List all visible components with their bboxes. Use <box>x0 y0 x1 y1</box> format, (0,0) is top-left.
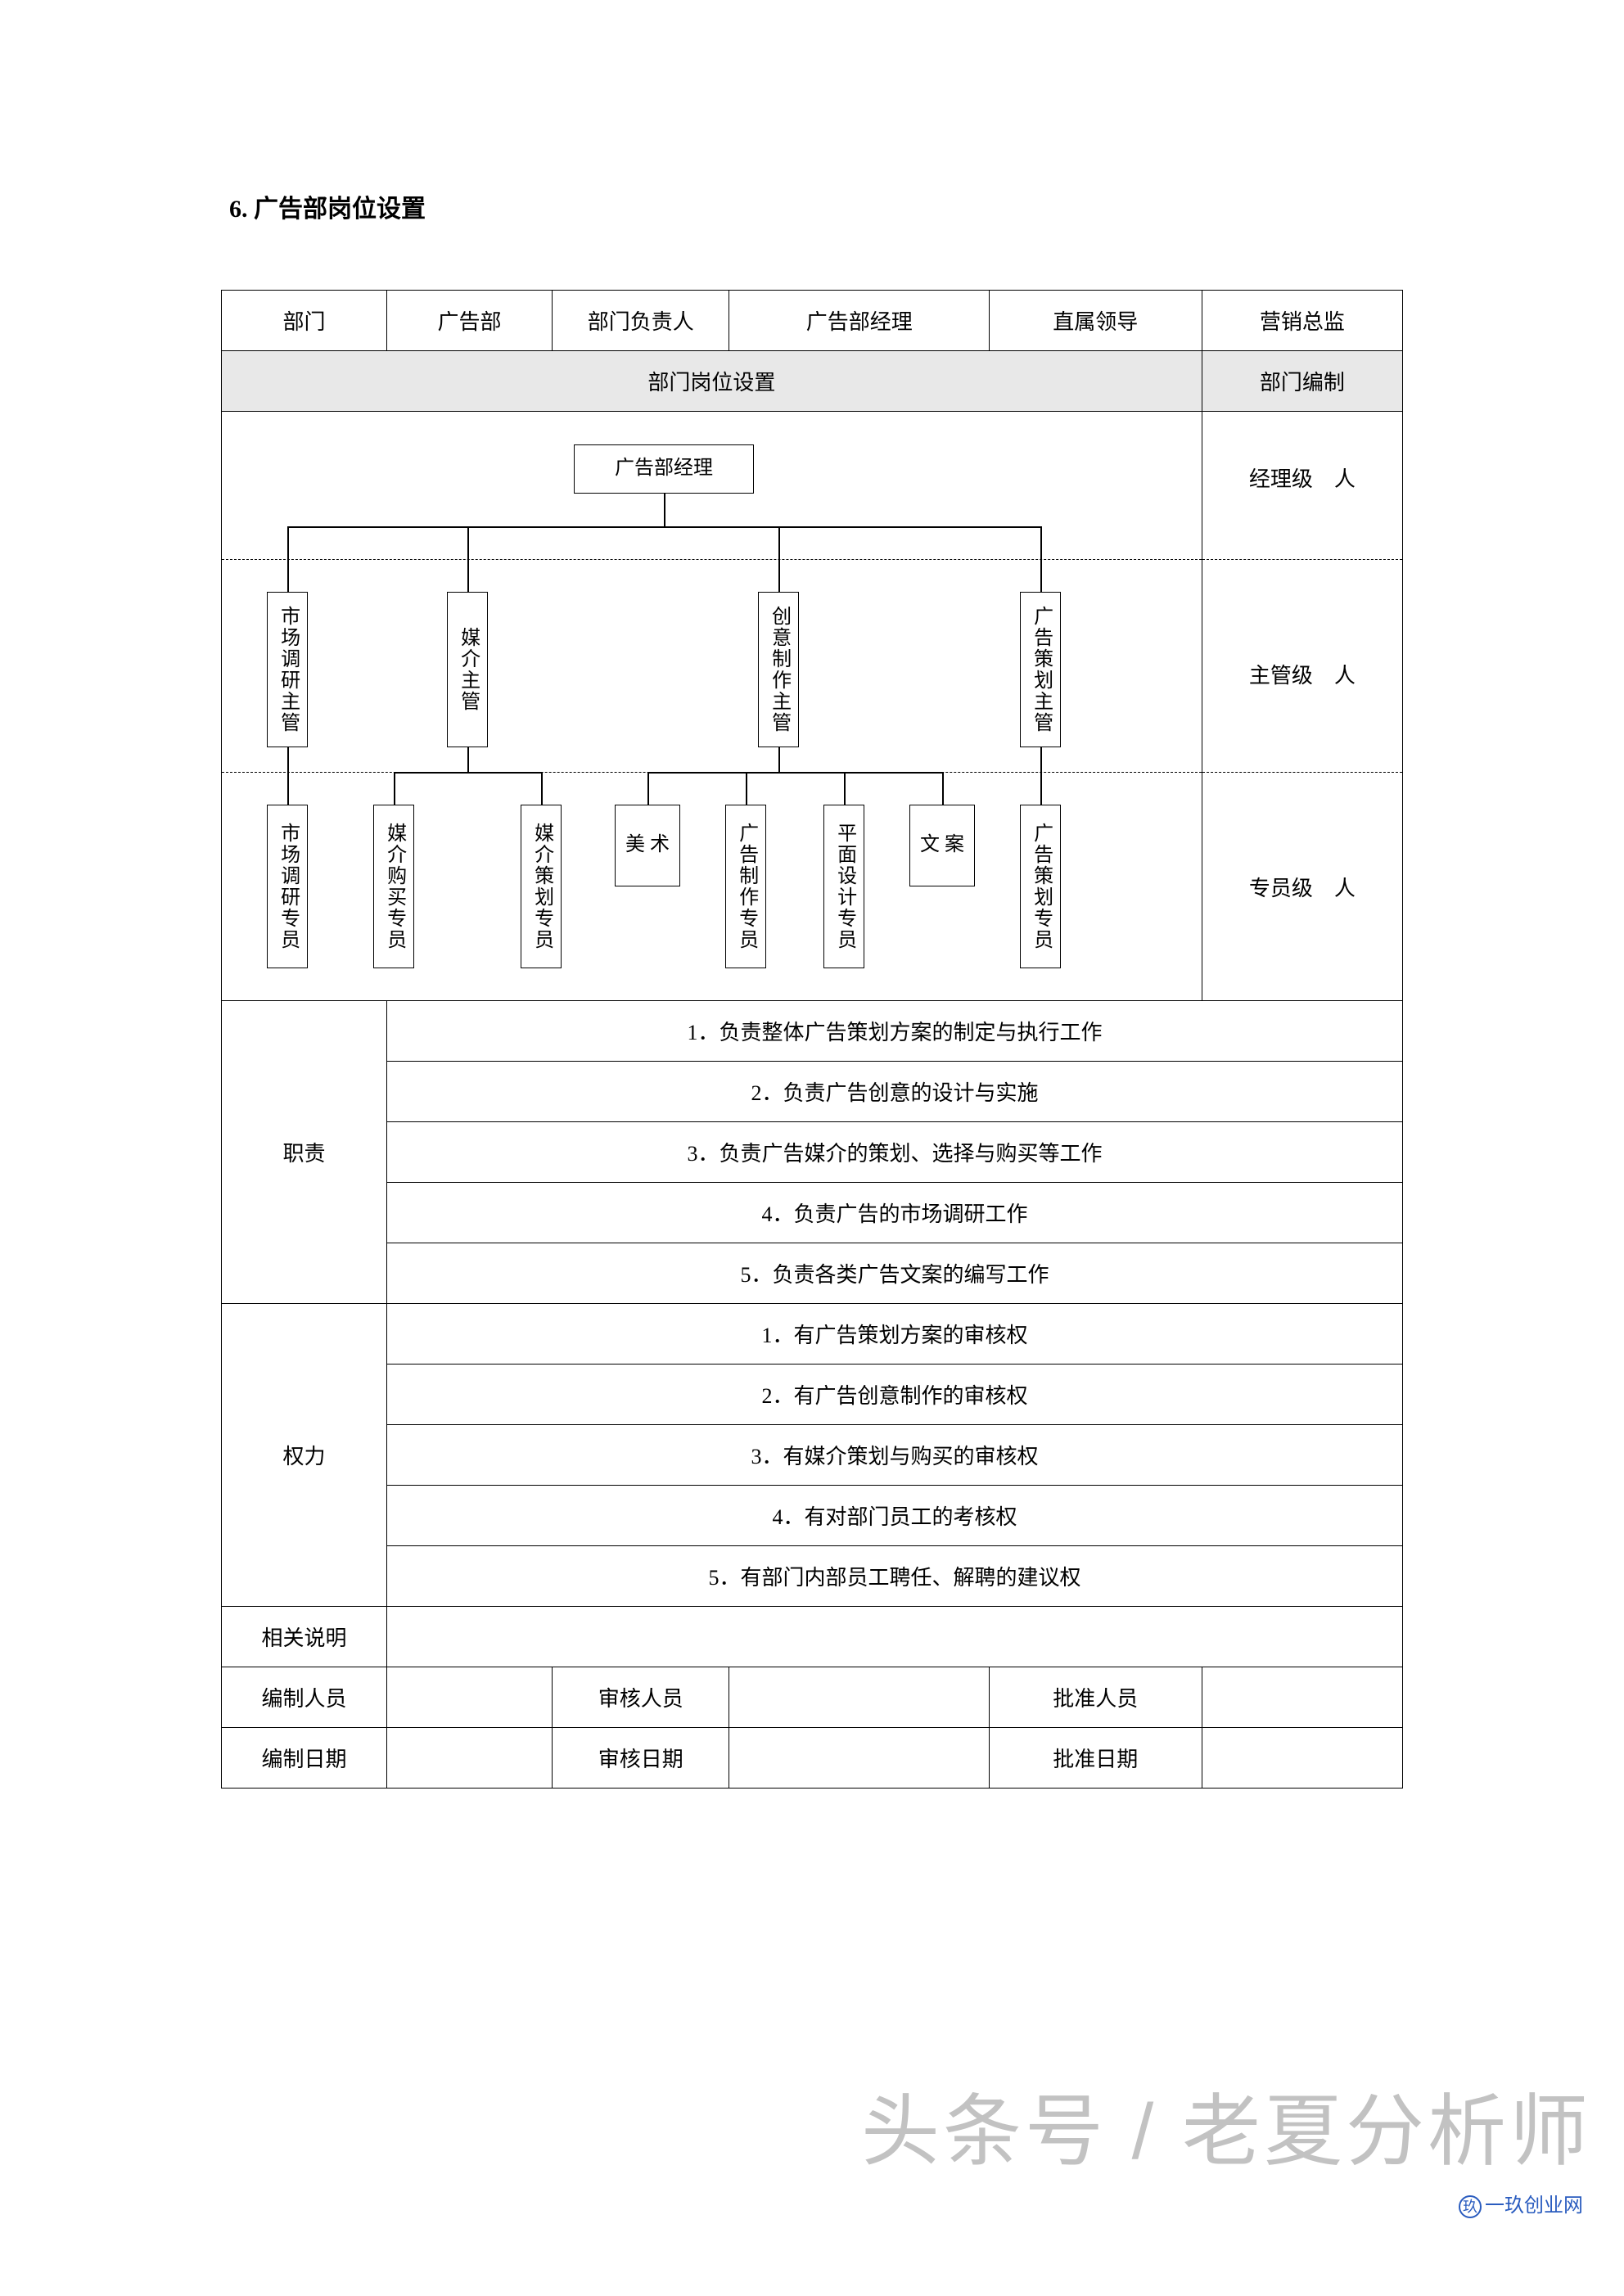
connector <box>664 494 665 526</box>
connector <box>467 747 469 772</box>
level-specialist: 专员级 人 <box>1202 870 1402 903</box>
org-leaf-4: 广告制作专员 <box>725 805 766 968</box>
reviewer-value <box>729 1667 989 1728</box>
connector <box>647 772 649 805</box>
org-leaf-7: 广告策划专员 <box>1020 805 1061 968</box>
hdr-dept-value: 广告部 <box>387 291 553 351</box>
org-root: 广告部经理 <box>574 444 754 494</box>
level-manager: 经理级 人 <box>1202 461 1402 494</box>
power-item: 2．有广告创意制作的审核权 <box>387 1365 1403 1425</box>
org-leaf-5: 平面设计专员 <box>823 805 864 968</box>
compiler-label: 编制人员 <box>222 1667 387 1728</box>
footer-row-2: 编制日期 审核日期 批准日期 <box>222 1728 1403 1789</box>
level-supervisor: 主管级 人 <box>1202 657 1402 690</box>
review-date-label: 审核日期 <box>553 1728 729 1789</box>
power-item: 4．有对部门员工的考核权 <box>387 1486 1403 1546</box>
org-mid-1: 媒介主管 <box>447 592 488 747</box>
position-table: 部门 广告部 部门负责人 广告部经理 直属领导 营销总监 部门岗位设置 部门编制… <box>221 290 1403 1789</box>
logo-text: 一玖创业网 <box>1485 2195 1583 2217</box>
connector <box>394 772 541 774</box>
approve-date-value <box>1202 1728 1402 1789</box>
connector <box>1040 526 1042 592</box>
header-row: 部门 广告部 部门负责人 广告部经理 直属领导 营销总监 <box>222 291 1403 351</box>
connector <box>942 772 944 805</box>
connector <box>541 772 543 805</box>
approver-label: 批准人员 <box>989 1667 1202 1728</box>
hdr-leader-label: 部门负责人 <box>553 291 729 351</box>
hdr-leader-value: 广告部经理 <box>729 291 989 351</box>
notes-value <box>387 1607 1403 1667</box>
org-leaf-1: 媒介购买专员 <box>373 805 414 968</box>
org-mid-0: 市场调研主管 <box>267 592 308 747</box>
reviewer-label: 审核人员 <box>553 1667 729 1728</box>
level-divider <box>1202 772 1402 773</box>
powers-label: 权力 <box>222 1304 387 1607</box>
duty-item: 3．负责广告媒介的策划、选择与购买等工作 <box>387 1122 1403 1183</box>
compiler-value <box>387 1667 553 1728</box>
compile-date-label: 编制日期 <box>222 1728 387 1789</box>
review-date-value <box>729 1728 989 1789</box>
org-leaf-3: 美 术 <box>615 805 680 886</box>
org-leaf-0: 市场调研专员 <box>267 805 308 968</box>
orgchart-row: 广告部经理 市场调研主管 媒介主管 创意制作主管 广告策划主管 <box>222 412 1403 1001</box>
compile-date-value <box>387 1728 553 1789</box>
connector <box>746 772 747 805</box>
level-divider <box>222 559 1202 560</box>
approver-value <box>1202 1667 1402 1728</box>
connector <box>467 526 469 592</box>
logo-icon: 玖 <box>1459 2195 1482 2218</box>
power-item: 5．有部门内部员工聘任、解聘的建议权 <box>387 1546 1403 1607</box>
duty-item: 1．负责整体广告策划方案的制定与执行工作 <box>387 1001 1403 1062</box>
connector <box>287 526 1040 528</box>
connector <box>287 747 289 805</box>
duties-label: 职责 <box>222 1001 387 1304</box>
connector <box>778 526 780 592</box>
notes-label: 相关说明 <box>222 1607 387 1667</box>
org-mid-3: 广告策划主管 <box>1020 592 1061 747</box>
watermark-text: 头条号 / 老夏分析师 <box>861 2068 1591 2181</box>
connector <box>287 526 289 592</box>
approve-date-label: 批准日期 <box>989 1728 1202 1789</box>
level-labels: 经理级 人 主管级 人 专员级 人 <box>1202 412 1402 1000</box>
org-leaf-6: 文 案 <box>909 805 975 886</box>
hdr-superior-value: 营销总监 <box>1202 291 1402 351</box>
connector <box>1040 747 1042 805</box>
duty-item: 5．负责各类广告文案的编写工作 <box>387 1243 1403 1304</box>
connector <box>647 772 942 774</box>
footer-logo: 玖一玖创业网 <box>1459 2189 1583 2218</box>
connector <box>844 772 846 805</box>
org-mid-2: 创意制作主管 <box>758 592 799 747</box>
power-item: 1．有广告策划方案的审核权 <box>387 1304 1403 1365</box>
section-title: 6. 广告部岗位设置 <box>221 188 1403 224</box>
connector <box>394 772 395 805</box>
level-divider <box>1202 559 1402 560</box>
connector <box>778 747 780 772</box>
org-leaf-2: 媒介策划专员 <box>521 805 562 968</box>
power-item: 3．有媒介策划与购买的审核权 <box>387 1425 1403 1486</box>
org-chart: 广告部经理 市场调研主管 媒介主管 创意制作主管 广告策划主管 <box>222 412 1202 1000</box>
section-header-row: 部门岗位设置 部门编制 <box>222 351 1403 412</box>
positions-label: 部门岗位设置 <box>222 351 1202 412</box>
hdr-superior-label: 直属领导 <box>989 291 1202 351</box>
footer-row-1: 编制人员 审核人员 批准人员 <box>222 1667 1403 1728</box>
hdr-dept-label: 部门 <box>222 291 387 351</box>
headcount-label: 部门编制 <box>1202 351 1402 412</box>
duty-item: 2．负责广告创意的设计与实施 <box>387 1062 1403 1122</box>
duty-item: 4．负责广告的市场调研工作 <box>387 1183 1403 1243</box>
